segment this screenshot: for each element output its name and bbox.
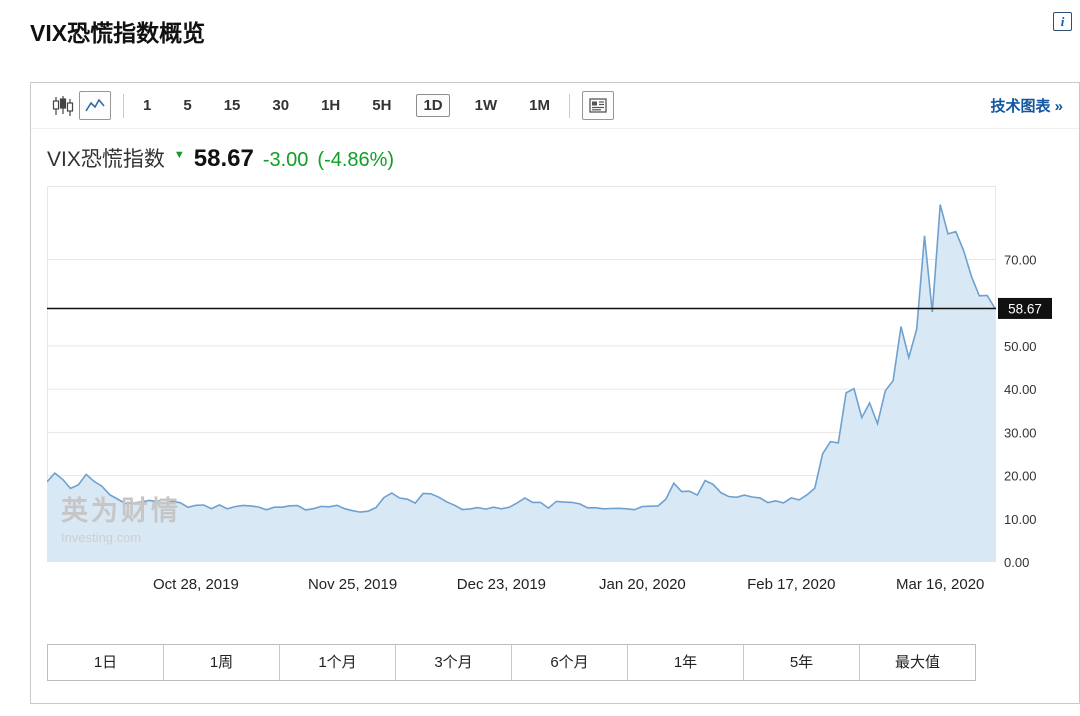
interval-30[interactable]: 30: [272, 97, 290, 114]
range-1y[interactable]: 1年: [628, 645, 744, 680]
last-price: 58.67: [193, 145, 254, 172]
price-line: [47, 204, 996, 513]
interval-buttons: 1 5 15 30 1H 5H 1D 1W 1M: [136, 94, 557, 117]
y-axis-label: 40.00: [1004, 382, 1037, 397]
candlestick-chart-icon[interactable]: [47, 91, 79, 120]
page-title: VIX恐慌指数概览: [30, 20, 206, 46]
price-change-percent: (-4.86%): [317, 149, 395, 171]
y-axis-label: 30.00: [1004, 425, 1037, 440]
news-panel-glyph: [589, 98, 607, 113]
y-axis-label: 70.00: [1004, 252, 1037, 267]
toolbar-separator: [123, 93, 124, 118]
price-chart[interactable]: 70.00 50.00 40.00 30.00 20.00 10.00 0.00 58.67 O…: [47, 186, 1080, 598]
chart-widget-panel: 1 5 15 30 1H 5H 1D 1W 1M 技术图表 » VIX恐慌指数 …: [30, 82, 1080, 704]
x-axis-label: Nov 25, 2019: [308, 576, 397, 593]
x-axis-label: Feb 17, 2020: [747, 576, 835, 593]
interval-1m[interactable]: 1M: [529, 97, 550, 114]
range-6m[interactable]: 6个月: [512, 645, 628, 680]
x-axis-label: Mar 16, 2020: [896, 576, 984, 593]
chart-news-icon[interactable]: [581, 91, 614, 120]
interval-15[interactable]: 15: [223, 97, 241, 114]
down-arrow-icon: ▼: [173, 149, 185, 161]
y-axis-label: 0.00: [1004, 555, 1029, 570]
price-area: [47, 204, 995, 562]
x-axis-label: Jan 20, 2020: [599, 576, 686, 593]
info-icon-glyph: i: [1060, 13, 1065, 29]
quote-header: VIX恐慌指数 ▼ 58.67 -3.00 (-4.86%): [47, 143, 394, 173]
last-price-label-box: [998, 297, 1052, 319]
last-price-label: 58.67: [1008, 301, 1042, 316]
y-axis-label: 20.00: [1004, 469, 1037, 484]
info-icon[interactable]: i: [1053, 12, 1072, 31]
x-axis-label: Oct 28, 2019: [153, 576, 239, 593]
range-1m[interactable]: 1个月: [280, 645, 396, 680]
interval-1h[interactable]: 1H: [321, 97, 341, 114]
x-axis-label: Dec 23, 2019: [457, 576, 546, 593]
interval-1[interactable]: 1: [143, 97, 152, 114]
line-chart-icon[interactable]: [79, 91, 111, 120]
interval-5[interactable]: 5: [183, 97, 192, 114]
range-selector: 1日 1周 1个月 3个月 6个月 1年 5年 最大值: [47, 644, 976, 681]
line-chart-glyph: [85, 98, 105, 111]
chart-toolbar: 1 5 15 30 1H 5H 1D 1W 1M 技术图表 »: [31, 83, 1079, 129]
y-axis-label: 10.00: [1004, 512, 1037, 527]
range-3m[interactable]: 3个月: [396, 645, 512, 680]
range-max[interactable]: 最大值: [894, 654, 940, 671]
range-1w[interactable]: 1周: [164, 645, 280, 680]
y-axis-label: 50.00: [1004, 339, 1037, 354]
interval-1d-selected[interactable]: 1D: [416, 94, 450, 117]
instrument-name: VIX恐慌指数: [47, 148, 165, 171]
interval-5h[interactable]: 5H: [372, 97, 392, 114]
candlestick-glyph: [52, 95, 74, 116]
range-5y[interactable]: 5年: [744, 645, 860, 680]
interval-1w[interactable]: 1W: [474, 97, 498, 114]
price-chart-svg[interactable]: 70.00 50.00 40.00 30.00 20.00 10.00 0.00 58.67 O…: [47, 186, 1080, 598]
toolbar-separator: [568, 93, 570, 118]
range-1d[interactable]: 1日: [48, 645, 164, 680]
price-change: -3.00: [262, 149, 309, 171]
technical-chart-link[interactable]: 技术图表 »: [990, 98, 1063, 115]
